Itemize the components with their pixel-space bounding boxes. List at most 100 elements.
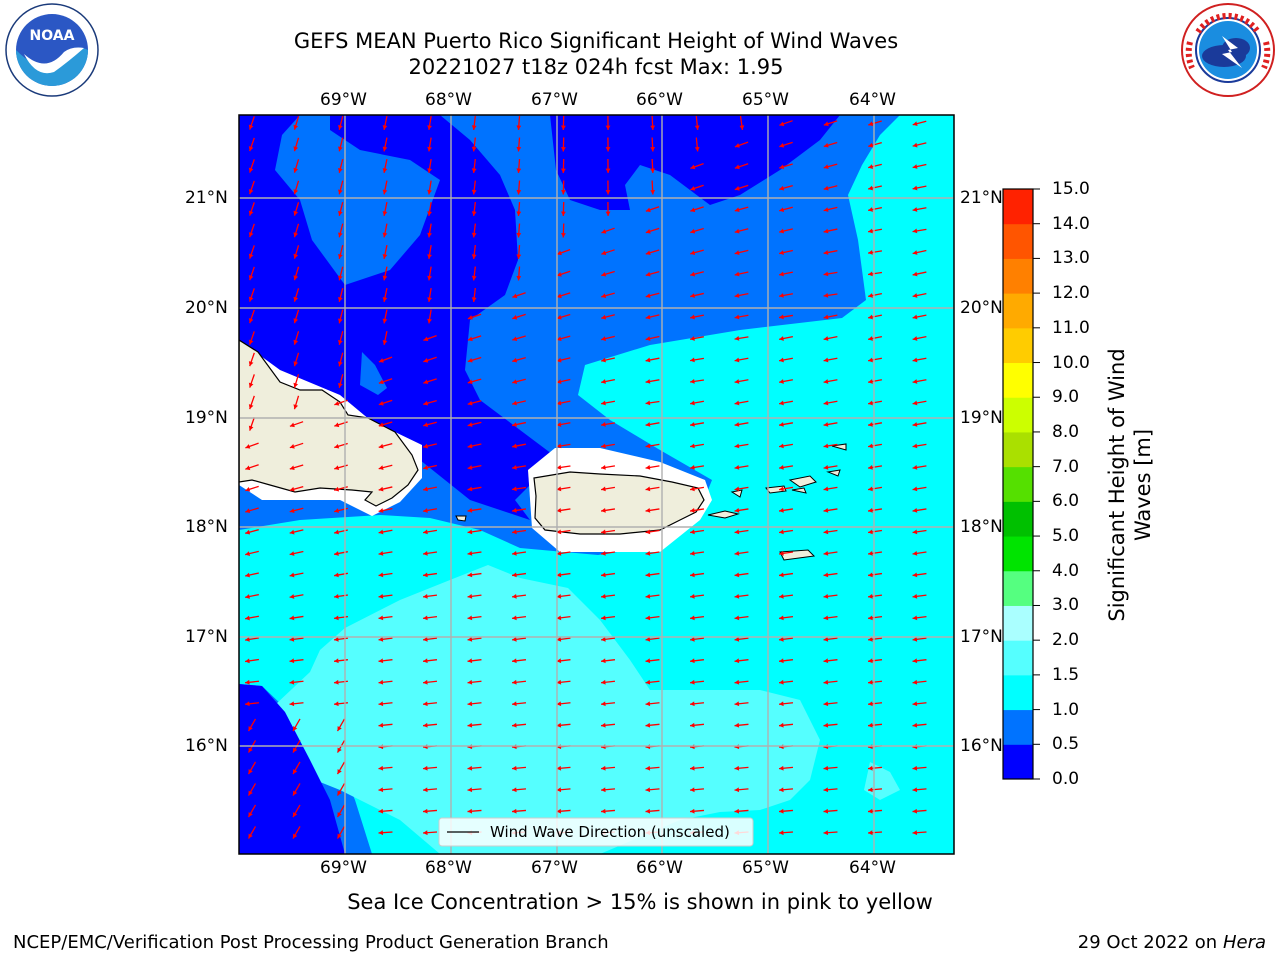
wind-arrow-head xyxy=(779,486,784,492)
wind-arrow-head xyxy=(467,787,473,793)
wind-arrow-head xyxy=(823,722,829,728)
wind-arrow-head xyxy=(471,189,477,195)
wind-arrow-head xyxy=(245,508,251,514)
wind-arrow-head xyxy=(868,400,873,406)
wind-arrow-head xyxy=(690,186,696,191)
wind-arrow-head xyxy=(868,357,873,363)
wind-arrow-head xyxy=(471,146,477,152)
wind-arrow-head xyxy=(823,615,829,621)
wind-arrow-head xyxy=(912,250,918,255)
wind-arrow-head xyxy=(427,232,432,238)
wind-arrow-head xyxy=(382,297,388,302)
colorbar-segment xyxy=(1003,223,1033,259)
wind-arrow-head xyxy=(293,812,298,818)
wind-arrow-head xyxy=(293,833,298,839)
wind-arrow-head xyxy=(512,315,518,320)
wind-arrow-head xyxy=(556,808,562,814)
wind-arrow-head xyxy=(556,722,562,728)
wind-arrow-head xyxy=(293,167,299,173)
wind-arrow-head xyxy=(378,486,384,492)
wind-arrow-head xyxy=(690,636,695,642)
wind-arrow-head xyxy=(690,443,695,449)
wind-arrow-head xyxy=(289,444,295,449)
wind-arrow-head xyxy=(293,726,298,732)
wind-arrow-head xyxy=(868,830,873,836)
wind-arrow-head xyxy=(378,401,384,406)
wind-arrow-head xyxy=(427,254,432,259)
wind-arrow-head xyxy=(245,658,250,664)
wind-arrow-head xyxy=(289,658,295,664)
wind-arrow-head xyxy=(601,379,606,384)
lat-label-left: 20°N xyxy=(185,298,228,318)
wind-arrow-head xyxy=(423,486,428,492)
wind-arrow-head xyxy=(823,379,829,384)
wind-arrow-head xyxy=(423,615,428,621)
wind-arrow-head xyxy=(601,701,606,707)
wind-arrow-head xyxy=(556,314,562,320)
wind-arrow-head xyxy=(378,830,384,836)
wind-arrow-head xyxy=(779,529,784,535)
wind-arrow-head xyxy=(690,314,695,320)
wind-arrow-head xyxy=(734,550,740,556)
wind-arrow-head xyxy=(556,422,562,427)
wind-arrow-head xyxy=(734,508,740,513)
wind-arrow-head xyxy=(601,658,606,664)
wind-arrow-head xyxy=(337,726,342,732)
wind-arrow-head xyxy=(427,168,432,173)
wind-arrow-head xyxy=(605,168,611,173)
wind-arrow-head xyxy=(601,250,607,256)
wind-arrow-head xyxy=(779,787,784,793)
wind-arrow-head xyxy=(561,125,566,130)
colorbar-tick-label: 7.0 xyxy=(1052,456,1080,477)
wind-arrow-head xyxy=(467,593,473,599)
wind-arrow-head xyxy=(912,636,918,642)
wind-arrow-head xyxy=(512,658,517,664)
wind-arrow-head xyxy=(382,254,388,259)
wind-arrow-head xyxy=(423,787,428,793)
wind-arrow-head xyxy=(289,465,295,471)
wind-arrow-head xyxy=(471,211,477,216)
wind-arrow-head xyxy=(556,701,562,707)
wind-arrow-head xyxy=(471,168,477,173)
wind-arrow-head xyxy=(516,189,522,195)
wind-arrow-head xyxy=(334,679,339,685)
lon-label-bottom: 68°W xyxy=(425,858,472,878)
wind-arrow-head xyxy=(868,293,873,298)
wind-arrow-head xyxy=(516,125,522,130)
wind-arrow-head xyxy=(601,529,606,535)
wind-arrow-head xyxy=(561,147,566,152)
colorbar-tick-label: 5.0 xyxy=(1052,526,1080,547)
wind-arrow-head xyxy=(378,636,384,642)
colorbar-title-line2: Waves [m] xyxy=(1131,429,1155,541)
lon-label-bottom: 69°W xyxy=(320,858,367,878)
wind-arrow-head xyxy=(423,508,428,513)
wind-arrow-head xyxy=(694,146,700,152)
wind-arrow-head xyxy=(512,701,517,707)
wind-arrow-head xyxy=(912,830,918,836)
wind-arrow-head xyxy=(868,185,873,191)
wind-arrow-head xyxy=(423,830,428,836)
wind-arrow-head xyxy=(912,765,918,771)
wind-arrow-head xyxy=(556,293,562,299)
wind-arrow-head xyxy=(516,254,522,259)
wind-arrow-head xyxy=(334,401,340,406)
wind-arrow-head xyxy=(912,486,918,492)
wind-arrow-head xyxy=(556,379,562,384)
noaa-logo: NOAA xyxy=(5,3,99,97)
wind-arrow-head xyxy=(734,722,740,728)
wind-arrow-head xyxy=(912,593,918,599)
wind-arrow-head xyxy=(779,271,784,277)
wind-arrow-head xyxy=(734,529,740,535)
wind-arrow-head xyxy=(823,207,829,212)
band-1.5-2.0-east xyxy=(864,762,900,800)
wind-arrow-head xyxy=(248,812,253,818)
wind-arrow-head xyxy=(471,232,477,238)
wind-arrow-head xyxy=(293,790,298,796)
wind-arrow-head xyxy=(467,765,473,771)
colorbar-tick-label: 15.0 xyxy=(1052,179,1090,199)
wind-arrow-head xyxy=(779,293,784,298)
wind-arrow-head xyxy=(868,379,873,384)
lon-label-bottom: 65°W xyxy=(742,858,789,878)
wind-arrow-head xyxy=(734,143,740,148)
wind-arrow-head xyxy=(645,572,651,578)
